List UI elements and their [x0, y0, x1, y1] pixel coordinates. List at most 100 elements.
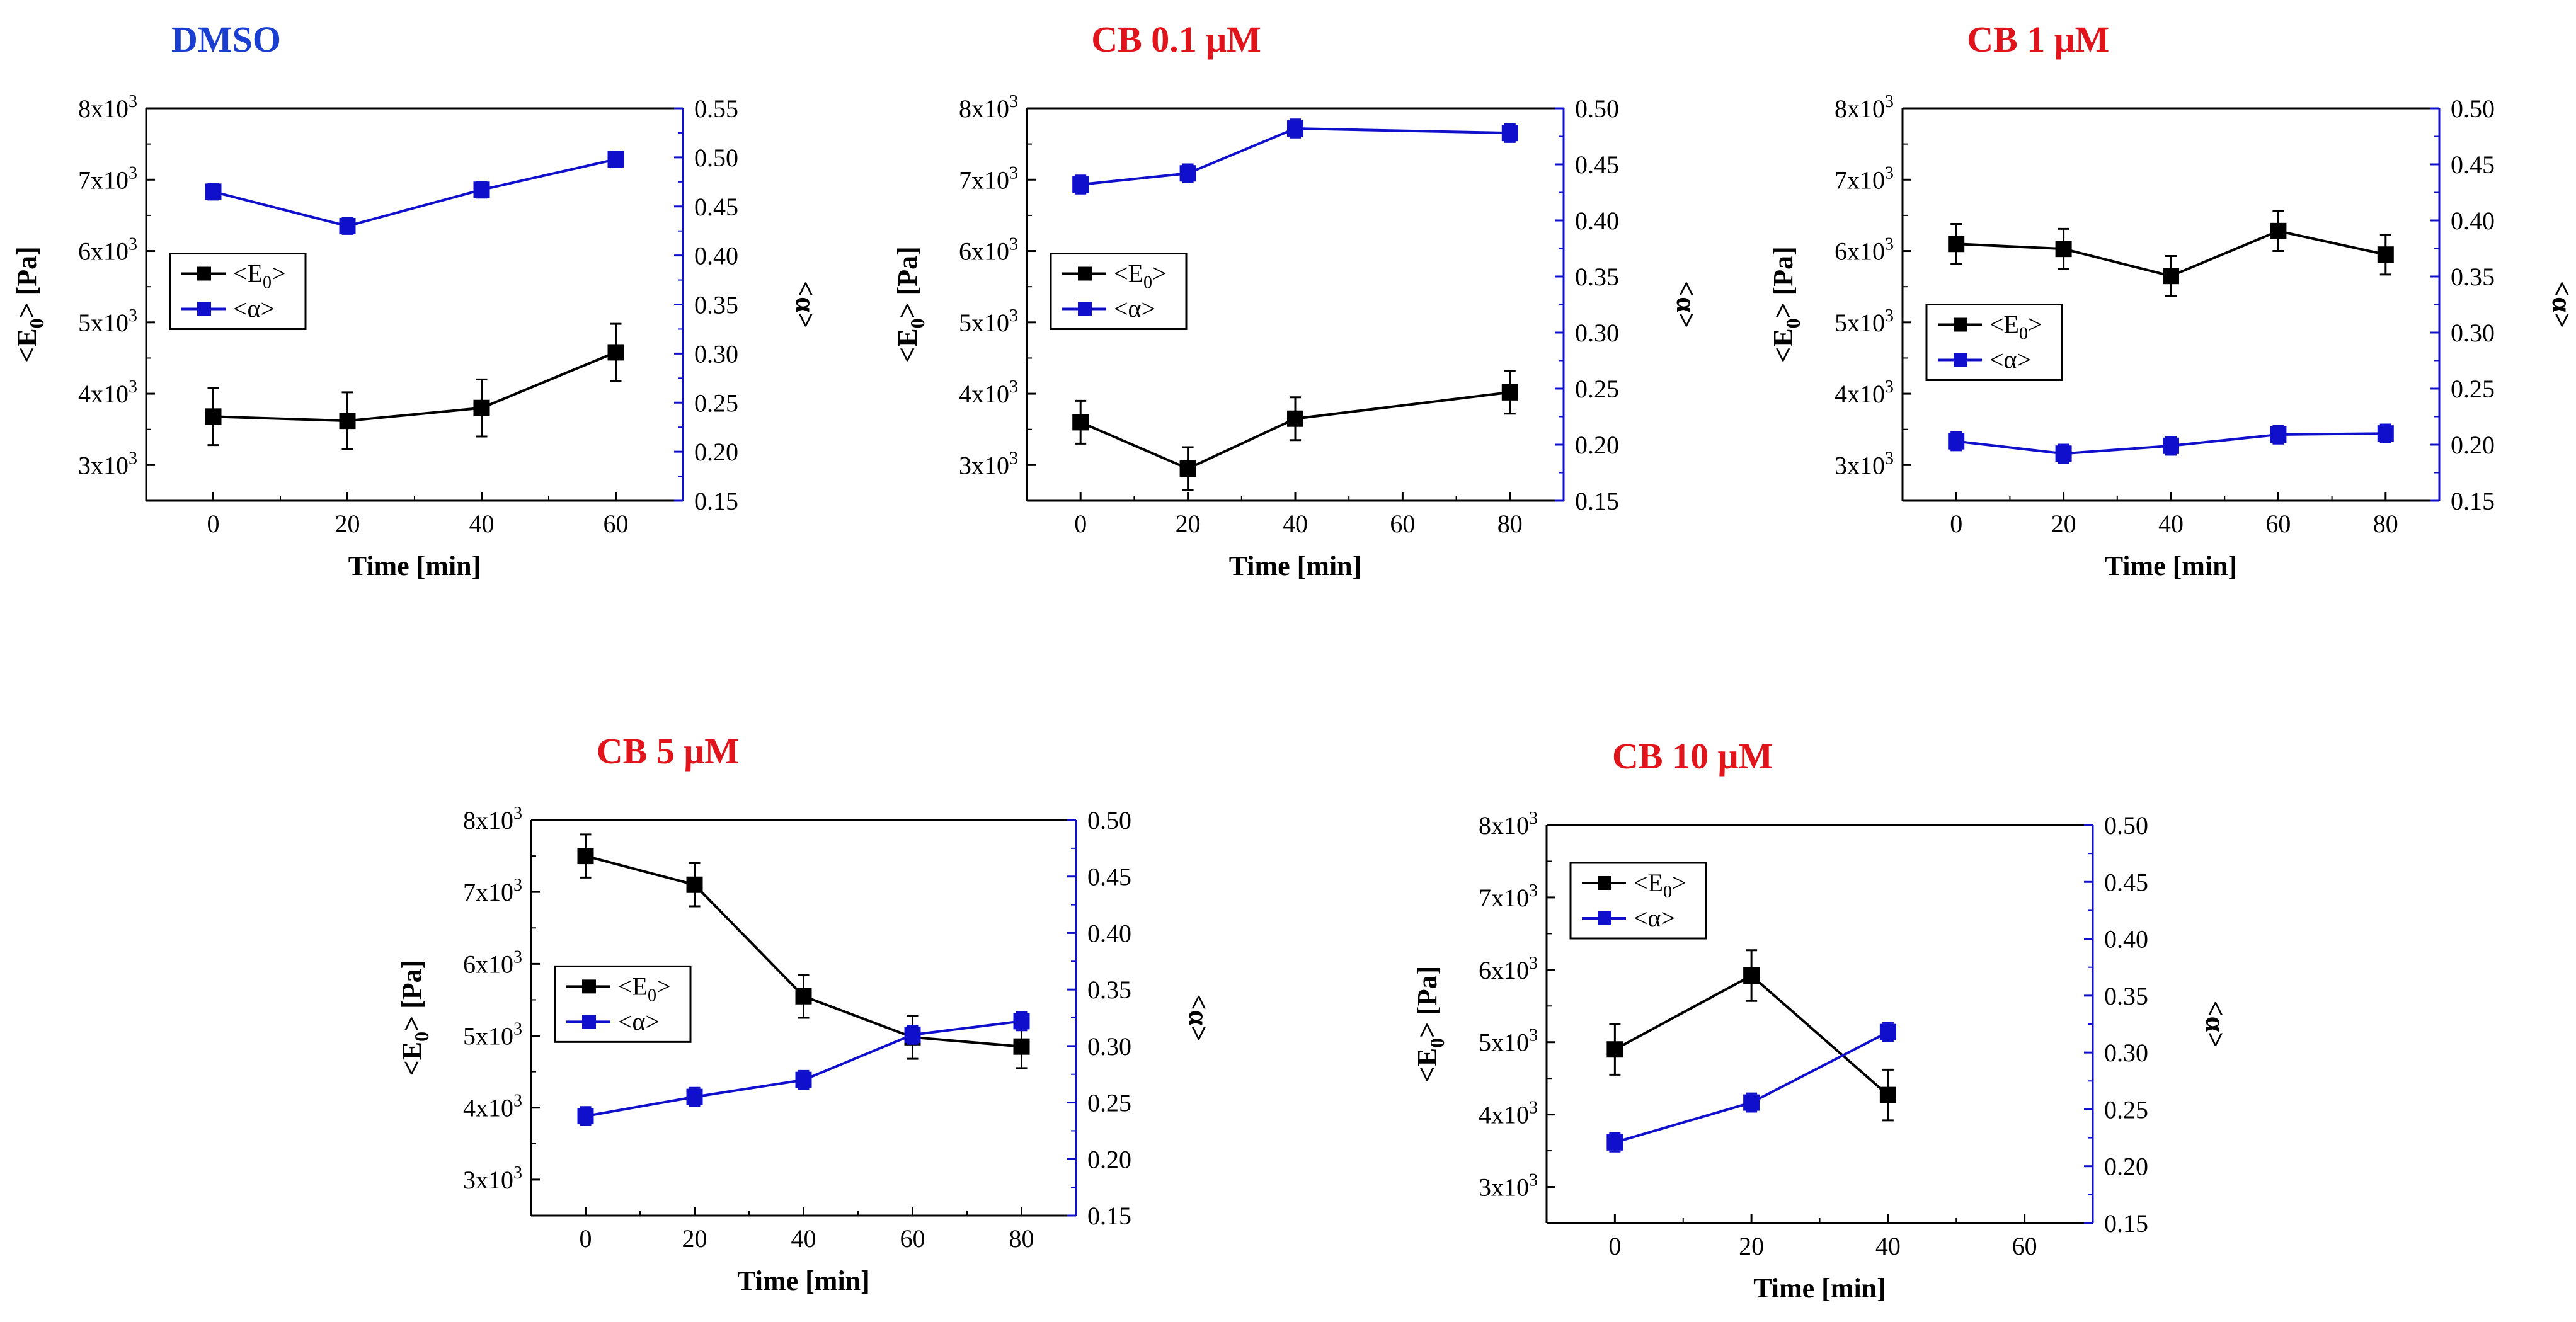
left-y-axis-title: <E0> [Pa]	[892, 246, 929, 363]
right-y-tick-label: 0.40	[1575, 207, 1619, 235]
x-axis-title: Time [min]	[737, 1265, 870, 1296]
data-point-marker	[1501, 384, 1518, 401]
data-point-marker	[577, 1108, 594, 1125]
right-y-axis-title: <α>	[2546, 281, 2576, 328]
data-point-marker	[1287, 410, 1303, 427]
left-y-axis-title: <E0> [Pa]	[1768, 246, 1804, 363]
left-y-tick-label: 7x103	[78, 163, 137, 194]
data-point-marker	[577, 848, 594, 865]
left-y-tick-label: 4x103	[1479, 1098, 1538, 1129]
legend-label: <E0>	[1114, 259, 1167, 293]
data-point-marker	[607, 151, 624, 168]
right-y-tick-label: 0.40	[2104, 925, 2148, 954]
legend: <E0><α>	[169, 253, 307, 331]
x-axis-title: Time [min]	[348, 550, 481, 581]
right-y-tick-label: 0.20	[2104, 1153, 2148, 1181]
left-y-tick-label: 8x103	[959, 92, 1018, 123]
series-line	[1614, 1030, 1889, 1144]
legend-marker	[1078, 302, 1092, 316]
right-y-tick-label: 0.50	[1087, 806, 1131, 835]
data-point-marker	[2163, 437, 2179, 454]
left-y-tick-label: 4x103	[959, 377, 1018, 408]
data-point-marker	[2163, 268, 2179, 285]
left-y-tick-label: 8x103	[78, 92, 137, 123]
data-point-marker	[1606, 1041, 1623, 1058]
data-point-marker	[473, 181, 490, 198]
x-tick-label: 20	[1739, 1232, 1764, 1260]
left-y-tick-label: 3x103	[78, 448, 137, 479]
legend-box	[1569, 862, 1707, 940]
right-y-tick-label: 0.50	[694, 144, 738, 172]
right-y-tick-label: 0.45	[2104, 868, 2148, 896]
legend-label: <E0>	[1989, 311, 2042, 344]
data-point-marker	[795, 988, 812, 1005]
left-y-tick-label: 3x103	[1835, 448, 1894, 479]
x-tick-label: 60	[2012, 1232, 2037, 1260]
legend: <E0><α>	[554, 965, 692, 1043]
data-point-marker	[1072, 414, 1089, 431]
right-y-tick-label: 0.35	[694, 291, 738, 319]
data-point-marker	[1879, 1023, 1896, 1040]
left-y-tick-label: 4x103	[1835, 377, 1894, 408]
legend-box	[1050, 253, 1188, 331]
legend-marker	[582, 979, 596, 994]
legend-label: <E0>	[618, 972, 671, 1005]
right-y-tick-label: 0.50	[2451, 94, 2495, 123]
x-tick-label: 40	[2158, 510, 2184, 538]
legend-box	[1925, 304, 2063, 381]
right-y-tick-label: 0.35	[2451, 263, 2495, 291]
data-point-marker	[795, 1071, 812, 1088]
x-tick-label: 40	[469, 510, 495, 538]
right-y-tick-label: 0.30	[2451, 319, 2495, 347]
left-y-tick-label: 4x103	[463, 1091, 522, 1122]
legend: <E0><α>	[1050, 253, 1188, 331]
right-y-tick-label: 0.20	[694, 438, 738, 466]
x-tick-label: 0	[580, 1224, 592, 1253]
right-y-tick-label: 0.30	[2104, 1039, 2148, 1067]
panel-title: CB 1 μM	[1967, 19, 2109, 60]
series-line	[213, 351, 617, 423]
legend-marker	[197, 302, 211, 316]
data-point-marker	[473, 399, 490, 416]
right-y-tick-label: 0.15	[1087, 1202, 1131, 1230]
legend-label: <α>	[618, 1007, 660, 1035]
right-y-tick-label: 0.20	[1087, 1145, 1131, 1173]
left-y-tick-label: 8x103	[1479, 809, 1538, 840]
right-y-axis-title: <α>	[790, 281, 821, 328]
legend-box	[554, 965, 692, 1043]
data-point-marker	[1179, 460, 1196, 477]
x-tick-label: 40	[1283, 510, 1308, 538]
left-y-axis-title: <E0> [Pa]	[1412, 966, 1448, 1083]
x-tick-label: 0	[207, 510, 220, 538]
right-y-tick-label: 0.50	[1575, 94, 1619, 123]
data-point-marker	[205, 183, 222, 200]
left-y-tick-label: 8x103	[1835, 92, 1894, 123]
right-y-axis-title: <α>	[1183, 994, 1214, 1042]
x-tick-label: 40	[1875, 1232, 1901, 1260]
data-point-marker	[1948, 433, 1965, 450]
series-line	[213, 158, 616, 227]
legend-marker	[1598, 876, 1611, 890]
x-tick-label: 60	[1390, 510, 1415, 538]
x-tick-label: 60	[900, 1224, 925, 1253]
chart-panel-1: DMSO 0 20 40 60 Time [min] 3x103 4x103 5x103 6x10…	[11, 19, 821, 581]
x-tick-label: 20	[2051, 510, 2076, 538]
right-y-tick-label: 0.20	[2451, 431, 2495, 459]
legend-marker	[1954, 317, 1967, 332]
left-y-tick-label: 7x103	[1479, 881, 1538, 912]
data-point-marker	[1013, 1038, 1030, 1055]
data-point-marker	[2270, 426, 2287, 443]
data-point-marker	[686, 876, 703, 893]
x-tick-label: 20	[682, 1224, 707, 1253]
chart-panel-3: CB 1 μM 0 20 40 60 80 Time [min] 3x103 4x103 5x10…	[1768, 19, 2576, 581]
panel-title: CB 5 μM	[597, 731, 739, 772]
left-y-tick-label: 6x103	[1479, 954, 1538, 984]
legend-marker	[1954, 353, 1967, 367]
right-y-tick-label: 0.45	[1575, 151, 1619, 179]
right-y-axis-title: <α>	[2200, 1001, 2231, 1048]
right-y-tick-label: 0.20	[1575, 431, 1619, 459]
data-point-marker	[2055, 445, 2072, 462]
data-point-marker	[1743, 967, 1760, 984]
x-axis-title: Time [min]	[2105, 550, 2238, 581]
